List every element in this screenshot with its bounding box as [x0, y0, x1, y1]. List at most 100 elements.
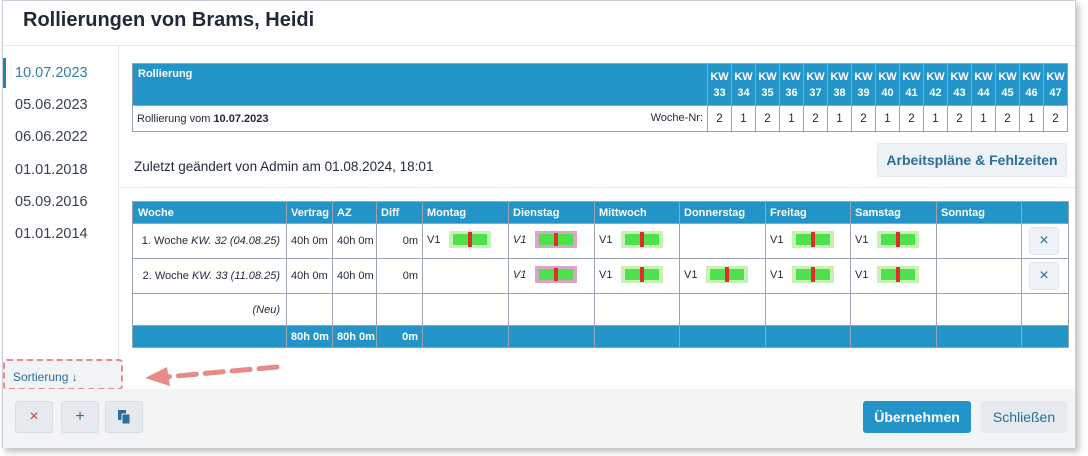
apply-button[interactable]: Übernehmen: [863, 401, 971, 433]
delete-week-button[interactable]: ×: [1029, 262, 1059, 290]
sidebar-item-date[interactable]: 01.01.2018: [15, 162, 88, 178]
shift-label: V1: [427, 234, 441, 246]
day-cell-mittwoch[interactable]: V1: [594, 223, 680, 259]
kw-number: 45: [1001, 86, 1014, 99]
kw-prefix: KW: [878, 70, 897, 83]
day-cell-samstag[interactable]: V1: [850, 223, 937, 259]
sort-button[interactable]: Sortierung ↓: [13, 370, 78, 384]
kw-prefix: KW: [950, 70, 969, 83]
day-cell-samstag[interactable]: V1: [850, 258, 937, 294]
woche-nr-value: 1: [971, 105, 996, 132]
day-cell-dienstag[interactable]: V1: [508, 258, 595, 294]
copy-icon: [118, 410, 131, 425]
day-cell-sonntag[interactable]: [936, 293, 1022, 326]
kw-number: 43: [953, 86, 966, 99]
col-header-vertrag: Vertrag: [286, 201, 333, 224]
totals-row: 80h 0m 80h 0m 0m: [132, 325, 1069, 348]
kw-number: 37: [809, 86, 822, 99]
woche-nr-value: 1: [779, 105, 804, 132]
shift-bar[interactable]: [535, 266, 577, 283]
kw-number: 35: [761, 86, 774, 99]
woche-nr-value: 2: [851, 105, 876, 132]
woche-nr-value: 2: [755, 105, 780, 132]
sidebar-item-date[interactable]: 05.09.2016: [15, 194, 88, 210]
sidebar-item-date[interactable]: 05.06.2023: [15, 97, 88, 113]
rotation-row-date: 10.07.2023: [213, 112, 269, 125]
kw-number: 39: [857, 86, 870, 99]
sort-highlight-box: Sortierung ↓: [3, 359, 123, 390]
shift-bar[interactable]: [792, 231, 834, 248]
day-cell-donnerstag[interactable]: [679, 293, 766, 326]
day-cell-freitag[interactable]: [765, 293, 851, 326]
day-cell-mittwoch[interactable]: V1: [594, 258, 680, 294]
day-cell-donnerstag[interactable]: [679, 223, 766, 259]
day-cell-freitag[interactable]: V1: [765, 258, 851, 294]
day-cell-sonntag[interactable]: [936, 223, 1022, 259]
title-divider: [3, 45, 1075, 46]
day-cell-freitag[interactable]: V1: [765, 223, 851, 259]
table-row: 1. Woche KW. 32 (04.08.25) 40h 0m 40h 0m…: [132, 223, 1069, 259]
col-header-actions: [1021, 201, 1069, 224]
sidebar-item-date[interactable]: 06.06.2022: [15, 129, 88, 145]
total-az: 80h 0m: [332, 325, 377, 348]
kw-number: 47: [1049, 86, 1062, 99]
total-vertrag: 80h 0m: [286, 325, 333, 348]
kw-prefix: KW: [926, 70, 945, 83]
rotation-header-cell: Rollierung: [132, 63, 708, 106]
shift-bar[interactable]: [792, 266, 834, 283]
day-cell-dienstag[interactable]: V1: [508, 223, 595, 259]
col-header-az: AZ: [332, 201, 377, 224]
kw-number: 46: [1025, 86, 1038, 99]
woche-nr-value: 2: [707, 105, 732, 132]
dialog-footer: × + Übernehmen Schließen: [3, 389, 1075, 448]
day-cell-samstag[interactable]: [850, 293, 937, 326]
col-header-diff: Diff: [376, 201, 423, 224]
day-cell-montag[interactable]: [422, 258, 509, 294]
sidebar-item-date[interactable]: 01.01.2014: [15, 226, 88, 242]
shift-bar[interactable]: [706, 266, 748, 283]
shift-bar[interactable]: [535, 231, 577, 248]
vertrag-value: 40h 0m: [286, 223, 333, 259]
delete-week-button[interactable]: ×: [1029, 227, 1059, 255]
kw-prefix: KW: [1046, 70, 1065, 83]
add-button[interactable]: +: [61, 401, 99, 433]
shift-label: V1: [599, 269, 613, 281]
woche-nr-value: 2: [1043, 105, 1068, 132]
day-cell-sonntag[interactable]: [936, 258, 1022, 294]
woche-nr-label: Woche-Nr:: [650, 112, 703, 124]
kw-prefix: KW: [734, 70, 753, 83]
day-cell-montag[interactable]: V1: [422, 223, 509, 259]
schedules-button[interactable]: Arbeitspläne & Fehlzeiten: [877, 143, 1067, 177]
col-header-montag: Montag: [422, 201, 509, 224]
delete-button[interactable]: ×: [15, 401, 53, 433]
week-label: 2. Woche: [142, 270, 189, 282]
day-cell-montag[interactable]: [422, 293, 509, 326]
day-cell-donnerstag[interactable]: V1: [679, 258, 766, 294]
day-cell-dienstag[interactable]: [508, 293, 595, 326]
shift-label: V1: [513, 269, 527, 281]
kw-prefix: KW: [782, 70, 801, 83]
new-week-row[interactable]: (Neu): [132, 293, 1069, 326]
day-cell-mittwoch[interactable]: [594, 293, 680, 326]
kw-number: 34: [737, 86, 750, 99]
kw-number: 38: [833, 86, 846, 99]
kw-prefix: KW: [902, 70, 921, 83]
rotation-date-cell: Rollierung vom 10.07.2023 Woche-Nr:: [132, 105, 708, 132]
shift-bar[interactable]: [877, 231, 919, 248]
sidebar-item-date[interactable]: 10.07.2023: [3, 58, 119, 88]
col-header-dienstag: Dienstag: [508, 201, 595, 224]
kw-number: 41: [905, 86, 918, 99]
woche-nr-value: 2: [995, 105, 1020, 132]
date-sidebar: 10.07.2023 05.06.2023 06.06.2022 01.01.2…: [3, 46, 119, 389]
rollierungen-dialog: Rollierungen von Brams, Heidi 10.07.2023…: [2, 0, 1076, 448]
kw-prefix: KW: [710, 70, 729, 83]
kw-prefix: KW: [854, 70, 873, 83]
shift-bar[interactable]: [621, 231, 663, 248]
close-button[interactable]: Schließen: [981, 401, 1067, 433]
shift-bar[interactable]: [877, 266, 919, 283]
copy-button[interactable]: [105, 401, 143, 433]
shift-label: V1: [770, 269, 784, 281]
kw-number: 40: [881, 86, 894, 99]
shift-bar[interactable]: [621, 266, 663, 283]
shift-bar[interactable]: [449, 231, 491, 248]
